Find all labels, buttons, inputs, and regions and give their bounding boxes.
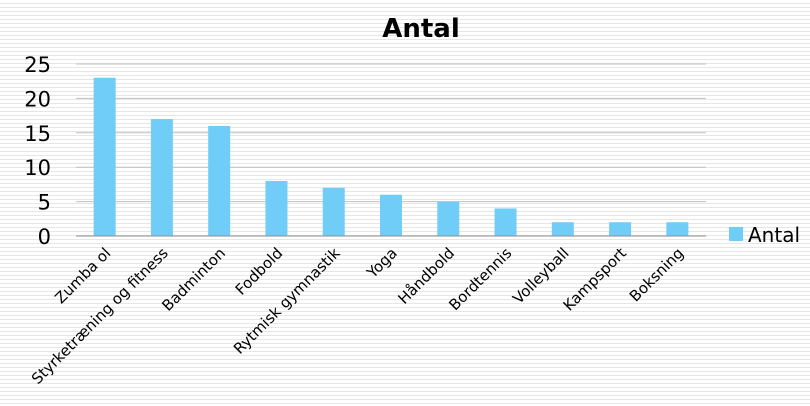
y-tick-label: 10 bbox=[24, 156, 51, 180]
y-tick-label: 20 bbox=[24, 87, 51, 111]
x-tick-label: Bordtennis bbox=[445, 244, 515, 314]
legend: Antal bbox=[729, 223, 800, 247]
legend-label: Antal bbox=[748, 223, 800, 247]
x-tick-label: Boksning bbox=[626, 244, 687, 305]
chart-title: Antal bbox=[382, 14, 460, 44]
bars bbox=[93, 77, 689, 236]
legend-swatch bbox=[729, 227, 743, 241]
y-tick-label: 25 bbox=[24, 53, 51, 77]
bar bbox=[322, 187, 345, 236]
bar bbox=[93, 77, 116, 236]
x-tick-label: Yoga bbox=[363, 244, 401, 282]
y-tick-label: 0 bbox=[38, 225, 51, 249]
bar bbox=[150, 119, 173, 236]
bar bbox=[380, 194, 402, 236]
x-tick-label: Rytmisk gymnastik bbox=[230, 244, 344, 358]
bar bbox=[666, 222, 689, 236]
bar bbox=[609, 222, 632, 236]
bar bbox=[265, 180, 288, 236]
bar bbox=[437, 201, 460, 236]
y-tick-label: 5 bbox=[38, 191, 51, 215]
gridlines bbox=[76, 63, 706, 203]
bar bbox=[494, 208, 517, 236]
bar bbox=[551, 222, 574, 236]
bar bbox=[208, 125, 231, 236]
y-axis-ticks: 0 5 10 15 20 25 bbox=[24, 53, 51, 249]
y-tick-label: 15 bbox=[24, 122, 51, 146]
x-tick-label: Fodbold bbox=[232, 244, 287, 299]
